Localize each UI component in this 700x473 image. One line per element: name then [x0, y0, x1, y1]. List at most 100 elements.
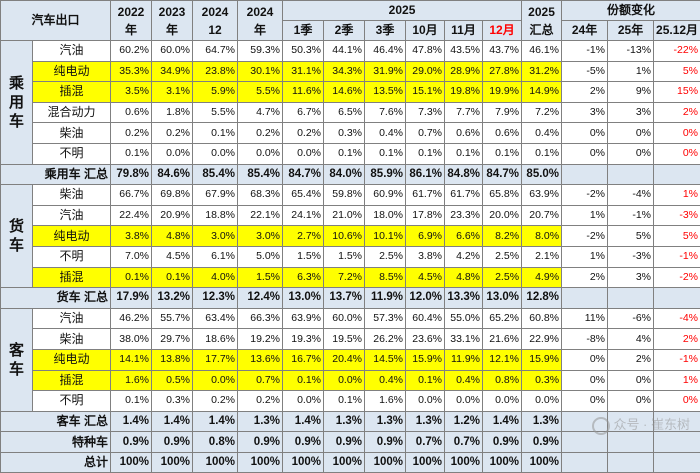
value-cell: 0.9% [152, 432, 193, 453]
value-cell: 0.0% [193, 143, 238, 164]
value-cell: 63.4% [193, 308, 238, 329]
value-cell: 100% [152, 452, 193, 473]
value-cell: 10.1% [365, 226, 406, 247]
value-cell: 4.2% [445, 246, 483, 267]
value-cell: 86.1% [406, 164, 445, 185]
value-cell: 17.7% [193, 349, 238, 370]
value-cell: 12.3% [193, 288, 238, 309]
value-cell: 0.1% [406, 143, 445, 164]
share-change-cell: -2% [562, 185, 608, 206]
special-label: 特种车 [1, 432, 111, 453]
share-change-cell: -1% [654, 246, 700, 267]
value-cell: 100% [445, 452, 483, 473]
value-cell: 100% [193, 452, 238, 473]
value-cell: 23.3% [445, 205, 483, 226]
value-cell: 13.7% [324, 288, 365, 309]
value-cell: 7.2% [522, 102, 562, 123]
value-cell: 0.0% [483, 391, 522, 412]
value-cell: 1.8% [152, 102, 193, 123]
value-cell: 23.8% [193, 61, 238, 82]
value-cell: 14.6% [324, 82, 365, 103]
share-change-cell: 1% [654, 185, 700, 206]
value-cell: 6.1% [193, 246, 238, 267]
share-change-cell [654, 411, 700, 432]
value-cell: 0.9% [522, 432, 562, 453]
value-cell: 14.9% [522, 82, 562, 103]
value-cell: 4.5% [152, 246, 193, 267]
value-cell: 1.4% [283, 411, 324, 432]
value-cell: 0.0% [283, 143, 324, 164]
value-cell: 2.7% [283, 226, 324, 247]
value-cell: 0.4% [365, 370, 406, 391]
share-change-cell: 2% [654, 102, 700, 123]
fuel-type-label: 柴油 [33, 329, 111, 350]
fuel-type-label: 纯电动 [33, 349, 111, 370]
share-change-cell: 0% [654, 143, 700, 164]
value-cell: 6.3% [283, 267, 324, 288]
period-header: 10月 [406, 21, 445, 41]
value-cell: 61.7% [445, 185, 483, 206]
value-cell: 85.4% [238, 164, 283, 185]
value-cell: 0.7% [445, 432, 483, 453]
value-cell: 7.9% [483, 102, 522, 123]
value-cell: 14.1% [111, 349, 152, 370]
value-cell: 100% [365, 452, 406, 473]
value-cell: 0.8% [483, 370, 522, 391]
value-cell: 7.3% [406, 102, 445, 123]
value-cell: 26.2% [365, 329, 406, 350]
value-cell: 6.7% [283, 102, 324, 123]
share-change-cell: 5% [654, 226, 700, 247]
value-cell: 100% [522, 452, 562, 473]
value-cell: 8.0% [522, 226, 562, 247]
value-cell: 22.4% [111, 205, 152, 226]
value-cell: 15.9% [522, 349, 562, 370]
value-cell: 0.1% [365, 143, 406, 164]
value-cell: 0.1% [111, 143, 152, 164]
value-cell: 0.2% [238, 391, 283, 412]
share-change-cell: 1% [562, 246, 608, 267]
value-cell: 0.1% [324, 391, 365, 412]
share-change-cell: -13% [608, 41, 654, 62]
header-line-top: 2023 [154, 3, 190, 21]
value-cell: 0.2% [238, 123, 283, 144]
value-cell: 0.6% [445, 123, 483, 144]
fuel-type-label: 汽油 [33, 308, 111, 329]
value-cell: 0.1% [193, 123, 238, 144]
value-cell: 1.6% [365, 391, 406, 412]
value-cell: 0.9% [283, 432, 324, 453]
value-cell: 6.5% [324, 102, 365, 123]
value-cell: 12.8% [522, 288, 562, 309]
value-cell: 0.9% [365, 432, 406, 453]
share-change-cell [654, 452, 700, 473]
value-cell: 64.7% [193, 41, 238, 62]
value-cell: 84.0% [324, 164, 365, 185]
value-cell: 0.0% [522, 391, 562, 412]
value-cell: 17.9% [111, 288, 152, 309]
value-cell: 7.7% [445, 102, 483, 123]
value-cell: 14.5% [365, 349, 406, 370]
share-change-cell: 0% [562, 391, 608, 412]
value-cell: 2.1% [522, 246, 562, 267]
share-change-cell [562, 411, 608, 432]
value-cell: 0.7% [406, 123, 445, 144]
value-cell: 13.2% [152, 288, 193, 309]
value-cell: 0.1% [152, 267, 193, 288]
share-change-cell: 11% [562, 308, 608, 329]
value-cell: 0.0% [324, 370, 365, 391]
value-cell: 17.8% [406, 205, 445, 226]
share-change-cell: -8% [562, 329, 608, 350]
summary-label: 客车 汇总 [1, 411, 111, 432]
value-cell: 100% [283, 452, 324, 473]
value-cell: 20.7% [522, 205, 562, 226]
value-cell: 8.2% [483, 226, 522, 247]
value-cell: 2.5% [365, 246, 406, 267]
share-change-cell: 0% [562, 349, 608, 370]
